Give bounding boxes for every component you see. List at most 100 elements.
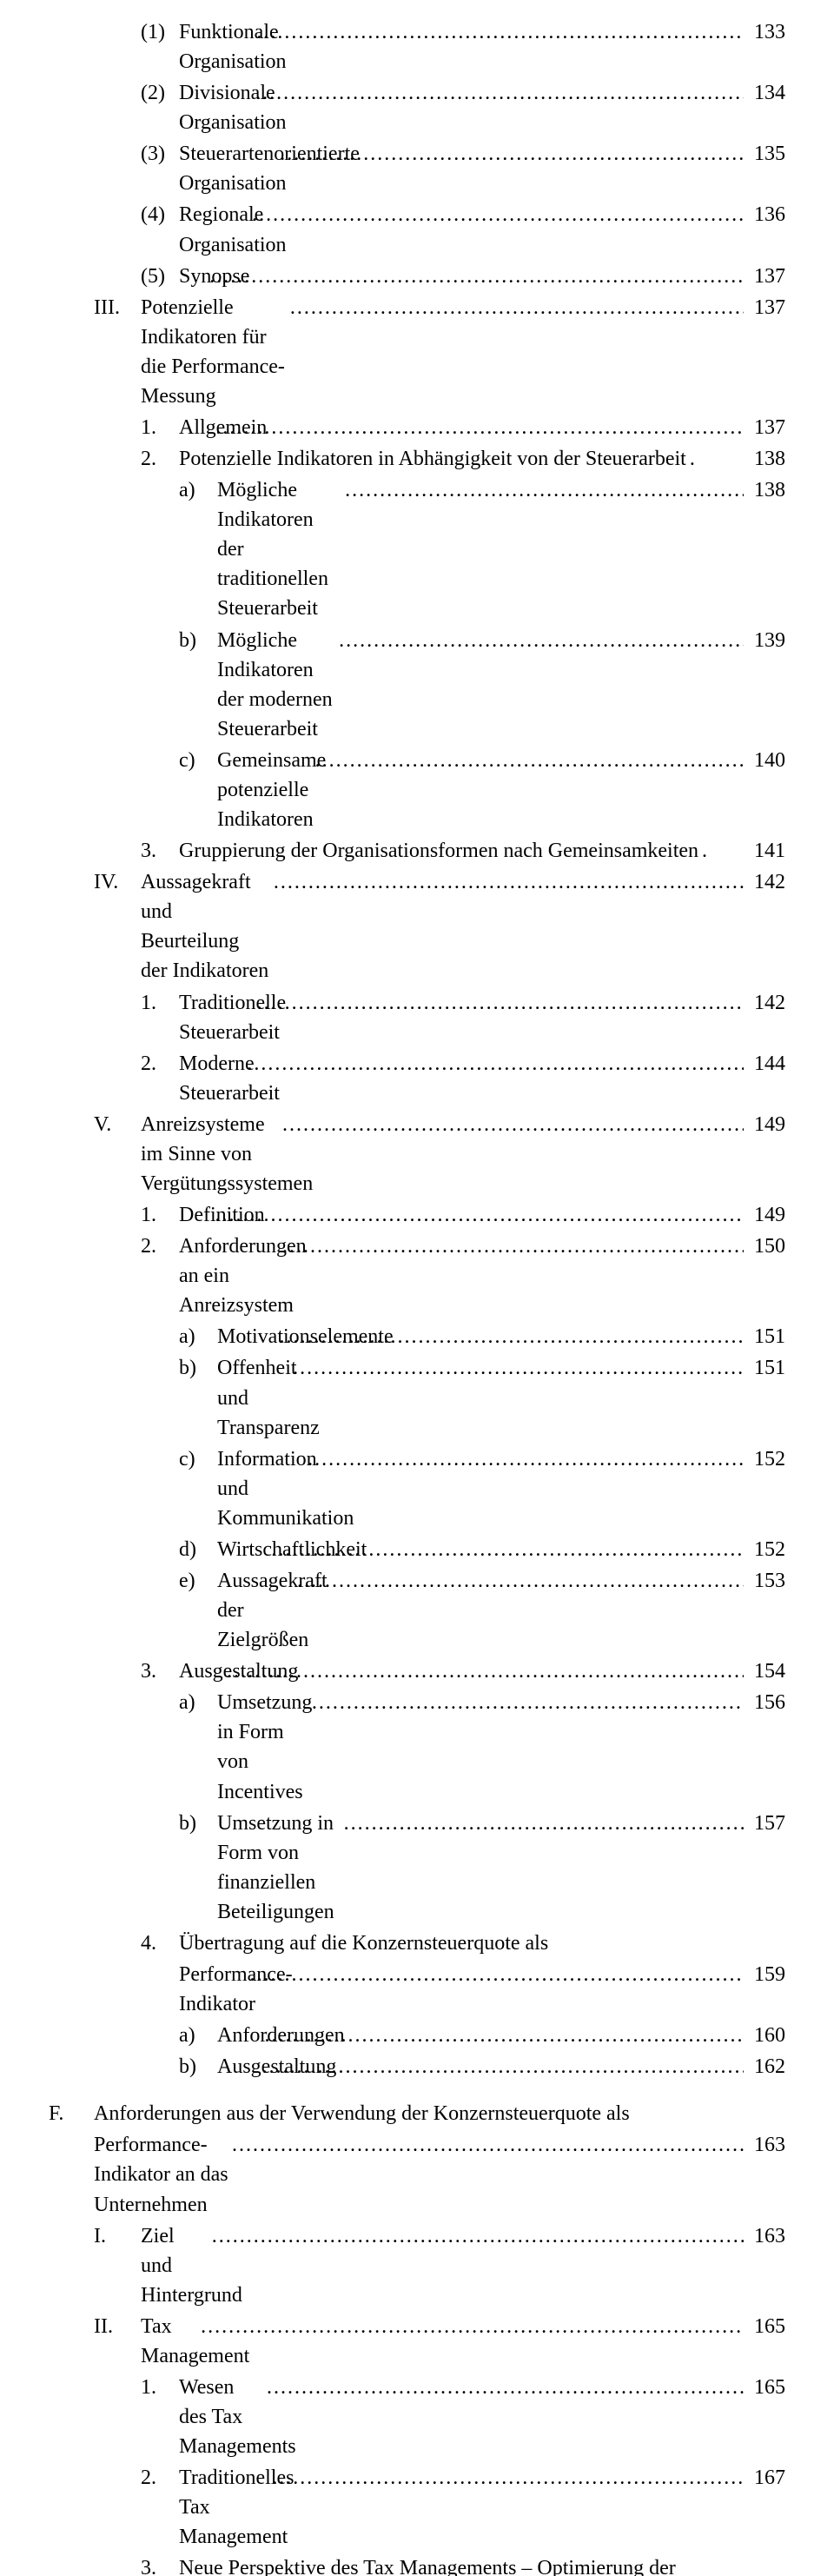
toc-entry: c) Gemeinsame potenzielle Indikatoren140 — [49, 746, 785, 834]
toc-entry-page: 141 — [744, 836, 785, 866]
toc-entry-page: 160 — [744, 2021, 785, 2050]
toc-entry-label: Anreizsysteme im Sinne von Vergütungssys… — [141, 1110, 279, 1198]
toc-entry-page: 140 — [744, 746, 785, 775]
toc-entry: 1. Wesen des Tax Managements165 — [49, 2373, 785, 2461]
table-of-contents: (1) Funktionale Organisation133(2) Divis… — [49, 17, 785, 2081]
toc-entry-marker: a) — [179, 1688, 217, 1717]
toc-leader-dots — [686, 444, 744, 474]
toc-leader-dots — [698, 836, 744, 866]
toc-leader-dots — [263, 2373, 744, 2402]
toc-entry-label: Regionale Organisation — [179, 200, 248, 259]
toc-entry-label: Wesen des Tax Managements — [179, 2373, 263, 2461]
toc-leader-dots — [268, 1535, 744, 1564]
toc-entry-label: Steuerartenorientierte Organisation — [179, 139, 276, 198]
toc-entry: 3. Gruppierung der Organisationsformen n… — [49, 836, 785, 866]
toc-entry: (3) Steuerartenorientierte Organisation1… — [49, 139, 785, 198]
toc-leader-dots — [304, 1444, 744, 1474]
toc-entry: 2. Anforderungen an ein Anreizsystem150 — [49, 1232, 785, 1320]
toc-entry-marker: b) — [179, 2052, 217, 2081]
toc-entry-label: Tax Management — [141, 2312, 197, 2371]
toc-entry-label: Aussagekraft und Beurteilung der Indikat… — [141, 867, 270, 986]
toc-entry-marker: 1. — [141, 413, 179, 442]
toc-entry-page: 142 — [744, 988, 785, 1018]
toc-entry-page: 163 — [744, 2221, 785, 2251]
toc-entry-page: 134 — [744, 78, 785, 108]
toc-leader-dots — [341, 475, 744, 505]
toc-entry-page: 165 — [744, 2312, 785, 2341]
toc-leader-dots — [253, 17, 744, 47]
section-spacer — [49, 2083, 785, 2099]
toc-entry-marker: 2. — [141, 1232, 179, 1261]
toc-leader-dots — [197, 2312, 744, 2341]
toc-entry: 2. Potenzielle Indikatoren in Abhängigke… — [49, 444, 785, 474]
toc-entry: 3. Ausgestaltung154 — [49, 1656, 785, 1686]
toc-entry-label: Divisionale Organisation — [179, 78, 252, 137]
toc-entry-page: 137 — [744, 262, 785, 291]
toc-entry-page: 152 — [744, 1444, 785, 1474]
toc-entry: V. Anreizsysteme im Sinne von Vergütungs… — [49, 1110, 785, 1198]
toc-leader-dots — [279, 1110, 744, 1139]
toc-entry-page: 151 — [744, 1353, 785, 1383]
toc-entry-continuation: F.Performance-Indikator an das Unternehm… — [49, 2130, 785, 2219]
toc-entry-label: Anforderungen aus der Verwendung der Kon… — [94, 2099, 630, 2128]
toc-entry-label: Traditionelle Steuerarbeit — [179, 988, 254, 1047]
toc-entry-page: 144 — [744, 1049, 785, 1079]
toc-entry-page: 149 — [744, 1200, 785, 1230]
toc-entry-page: 157 — [744, 1809, 785, 1838]
toc-leader-dots — [276, 139, 744, 169]
toc-entry-marker: (2) — [141, 78, 179, 108]
toc-entry-label: Umsetzung in Form von finanziellen Betei… — [217, 1809, 341, 1927]
toc-leader-dots — [208, 2221, 744, 2251]
toc-entry-page: 165 — [744, 2373, 785, 2402]
toc-entry-marker: I. — [94, 2221, 141, 2251]
toc-entry-label: Information und Kommunikation — [217, 1444, 304, 1533]
toc-entry: a) Mögliche Indikatoren der traditionell… — [49, 475, 785, 623]
toc-leader-dots — [258, 2052, 744, 2081]
toc-entry: a) Umsetzung in Form von Incentives156 — [49, 1688, 785, 1806]
toc-entry: 1. Traditionelle Steuerarbeit142 — [49, 988, 785, 1047]
toc-entry: 2. Moderne Steuerarbeit144 — [49, 1049, 785, 1108]
toc-leader-dots — [223, 1656, 744, 1686]
toc-entry-page: 167 — [744, 2463, 785, 2493]
toc-entry-marker: a) — [179, 2021, 217, 2050]
toc-entry: 1. Definition149 — [49, 1200, 785, 1230]
toc-leader-dots — [289, 1353, 744, 1383]
toc-entry: II. Tax Management165 — [49, 2312, 785, 2371]
toc-entry-label: Synopse — [179, 262, 206, 291]
toc-leader-dots — [212, 413, 744, 442]
toc-entry-page: 149 — [744, 1110, 785, 1139]
toc-entry-page: 142 — [744, 867, 785, 897]
toc-entry-label: Motivationselemente — [217, 1322, 276, 1351]
toc-entry-page: 138 — [744, 475, 785, 505]
toc-entry-marker: e) — [179, 1566, 217, 1596]
toc-leader-dots — [252, 78, 744, 108]
toc-entry-page: 154 — [744, 1656, 785, 1686]
toc-entry-marker: 2. — [141, 2463, 179, 2493]
toc-entry-label: Performance-Indikator — [179, 1960, 247, 2019]
toc-leader-dots — [341, 1809, 744, 1838]
toc-entry-marker: 2. — [141, 444, 179, 474]
toc-entry: (4) Regionale Organisation136 — [49, 200, 785, 259]
toc-entry-marker: c) — [179, 1444, 217, 1474]
toc-entry-page: 151 — [744, 1322, 785, 1351]
toc-entry-marker: 3. — [141, 836, 179, 866]
toc-leader-dots — [211, 1200, 744, 1230]
toc-entry-label: Allgemein — [179, 413, 212, 442]
toc-entry-label: Mögliche Indikatoren der modernen Steuer… — [217, 626, 335, 744]
toc-entry-page: 137 — [744, 413, 785, 442]
toc-entry-page: 138 — [744, 444, 785, 474]
toc-entry-marker: V. — [94, 1110, 141, 1139]
toc-entry-marker: (4) — [141, 200, 179, 229]
toc-entry-page: 163 — [744, 2130, 785, 2160]
toc-entry-marker: (3) — [141, 139, 179, 169]
toc-section-header: F.Anforderungen aus der Verwendung der K… — [49, 2099, 785, 2128]
toc-entry-marker: a) — [179, 475, 217, 505]
toc-entry-label: Anforderungen — [217, 2021, 261, 2050]
toc-entry-marker: IV. — [94, 867, 141, 897]
toc-entry-label: Ausgestaltung — [179, 1656, 223, 1686]
toc-entry: a) Motivationselemente151 — [49, 1322, 785, 1351]
toc-leader-dots — [294, 1566, 744, 1596]
toc-entry-label: Gruppierung der Organisationsformen nach… — [179, 836, 698, 866]
table-of-contents-section-f: F.Anforderungen aus der Verwendung der K… — [49, 2099, 785, 2576]
toc-entry-page: 153 — [744, 1566, 785, 1596]
